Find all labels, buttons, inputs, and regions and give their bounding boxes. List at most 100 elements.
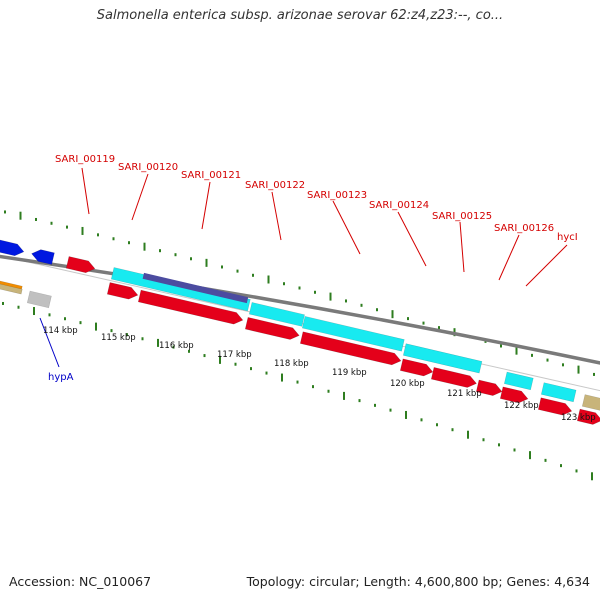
scale-label: 114 kbp bbox=[43, 326, 78, 336]
scale-tick-mark bbox=[405, 410, 407, 419]
gene-cyan-sari00123 bbox=[301, 316, 405, 352]
scale-tick-mark bbox=[110, 329, 113, 333]
tick-mark bbox=[577, 365, 580, 374]
tick-mark bbox=[50, 221, 53, 225]
feature-track bbox=[0, 238, 600, 425]
cds-forward bbox=[399, 358, 434, 377]
tick-mark bbox=[252, 273, 254, 277]
leader-line bbox=[459, 221, 465, 273]
cds-forward bbox=[106, 282, 139, 300]
scale-tick-mark bbox=[141, 337, 144, 341]
tick-mark bbox=[438, 326, 440, 330]
cds-forward-shape bbox=[106, 282, 139, 300]
gene-cyan-sari00124 bbox=[402, 343, 483, 374]
tick-mark bbox=[267, 275, 270, 284]
scale-label: 117 kbp bbox=[217, 350, 252, 360]
tick-mark bbox=[35, 217, 37, 221]
highlight-bar bbox=[142, 272, 249, 304]
cds-forward-shape bbox=[537, 397, 573, 416]
tick-mark bbox=[531, 353, 533, 357]
tick-mark bbox=[97, 233, 99, 237]
cds-forward bbox=[244, 317, 300, 340]
scale-tick-mark bbox=[188, 349, 190, 353]
tick-mark bbox=[329, 292, 332, 301]
scale-tick-mark bbox=[48, 313, 51, 317]
scale-tick-mark bbox=[451, 428, 454, 432]
scale-tick-mark bbox=[312, 385, 314, 389]
leader-line bbox=[397, 211, 427, 267]
genome-summary-text: Topology: circular; Length: 4,600,800 bp… bbox=[246, 574, 590, 589]
tick-mark bbox=[159, 249, 161, 253]
tick-mark bbox=[221, 265, 223, 269]
scale-tick-mark bbox=[64, 317, 66, 321]
tick-mark bbox=[391, 310, 394, 319]
leader-line bbox=[271, 191, 282, 241]
scale-tick-mark bbox=[420, 418, 423, 422]
cds-reverse-shape bbox=[31, 249, 55, 265]
map-title: Salmonella enterica subsp. arizonae sero… bbox=[96, 8, 504, 23]
accession-text: Accession: NC_010067 bbox=[9, 574, 152, 589]
label-leaders bbox=[39, 167, 568, 368]
leader-line bbox=[498, 234, 520, 281]
cds-forward-shape bbox=[244, 317, 300, 340]
highlight-bar-shape bbox=[142, 272, 249, 304]
cds-reverse bbox=[0, 238, 25, 257]
scale-tick-mark bbox=[591, 472, 593, 481]
cds-reverse-shape bbox=[0, 238, 25, 257]
gene-cyan-sari00122 bbox=[248, 302, 305, 327]
tick-mark bbox=[4, 210, 6, 214]
feature-tan-shape bbox=[0, 282, 23, 295]
scale-tick-mark bbox=[219, 355, 221, 364]
scale-tick-track bbox=[2, 301, 593, 481]
tick-mark bbox=[81, 226, 84, 235]
gene-cyan-sari00123-shape bbox=[301, 316, 405, 352]
gene-tan-right bbox=[581, 394, 600, 412]
gene-cyan-sari00126 bbox=[503, 371, 534, 391]
scale-tick-mark bbox=[17, 305, 20, 309]
cds-forward-shape bbox=[430, 367, 477, 388]
cds-forward-shape bbox=[65, 256, 96, 273]
tick-mark bbox=[345, 299, 347, 303]
cds-forward bbox=[576, 408, 600, 425]
scale-tick-mark bbox=[358, 399, 361, 403]
gene-cyan-sari00126-shape bbox=[503, 371, 534, 391]
scale-labels: 114 kbp 115 kbp 116 kbp 117 kbp 118 kbp 119 k… bbox=[43, 326, 596, 423]
scale-tick-mark bbox=[343, 391, 345, 400]
scale-tick-mark bbox=[126, 333, 128, 337]
leader-line bbox=[39, 317, 60, 368]
tick-mark bbox=[190, 257, 192, 261]
scale-tick-mark bbox=[436, 423, 438, 427]
gene-label: SARI_00119 bbox=[55, 154, 115, 165]
scale-tick-mark bbox=[560, 464, 562, 468]
scale-tick-mark bbox=[575, 469, 578, 473]
tick-mark bbox=[546, 358, 549, 362]
gene-label: hycI bbox=[557, 232, 578, 243]
tick-mark bbox=[314, 290, 316, 294]
tick-mark bbox=[298, 286, 301, 290]
scale-tick-mark bbox=[467, 430, 469, 439]
gene-label: SARI_00124 bbox=[369, 200, 429, 211]
gene-label: SARI_00122 bbox=[245, 180, 305, 191]
gene-cyan-hyci-shape bbox=[540, 382, 577, 403]
scale-label: 120 kbp bbox=[390, 379, 425, 389]
cds-forward bbox=[299, 331, 402, 366]
scale-tick-mark bbox=[2, 301, 4, 305]
scale-label: 119 kbp bbox=[332, 368, 367, 378]
tick-mark bbox=[500, 344, 502, 348]
cds-forward bbox=[475, 379, 503, 396]
cds-forward bbox=[499, 386, 529, 404]
cds-reverse bbox=[31, 249, 55, 265]
scale-label: 123 kbp bbox=[561, 413, 596, 423]
cds-forward-shape bbox=[299, 331, 402, 366]
scale-tick-mark bbox=[33, 307, 35, 316]
scale-tick-mark bbox=[389, 408, 392, 412]
gene-cyan-hyci bbox=[540, 382, 577, 403]
tick-mark bbox=[143, 242, 146, 251]
scale-tick-mark bbox=[513, 448, 516, 452]
tick-mark bbox=[422, 321, 425, 325]
tick-mark bbox=[562, 363, 564, 367]
cds-forward-shape bbox=[475, 379, 503, 396]
backbone-line bbox=[0, 254, 600, 365]
leader-line bbox=[131, 173, 149, 221]
